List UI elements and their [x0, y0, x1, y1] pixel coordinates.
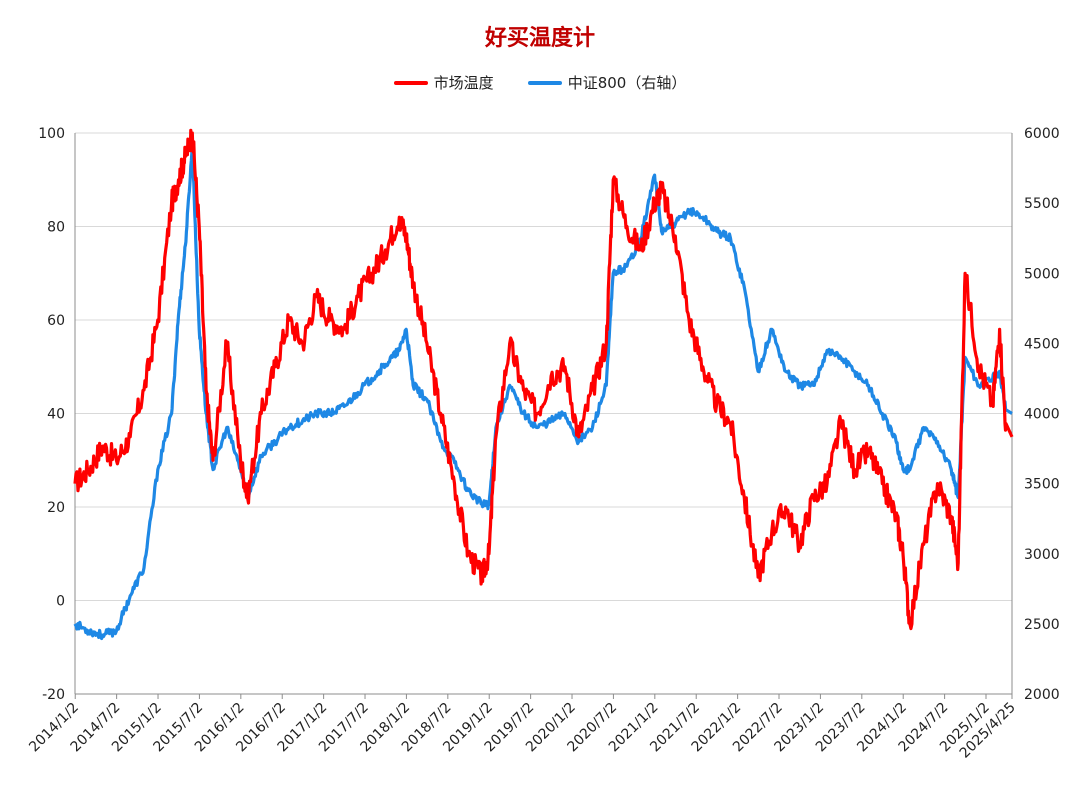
y-right-tick-label: 4500	[1024, 336, 1060, 352]
y-right-tick-label: 3500	[1024, 477, 1060, 493]
y-left-tick-label: 60	[47, 313, 65, 329]
series-line-temperature	[73, 128, 1014, 631]
legend-item-csi800: 中证800（右轴）	[527, 72, 687, 93]
y-right-tick-label: 5500	[1024, 196, 1060, 212]
legend-label-csi800: 中证800（右轴）	[567, 74, 687, 92]
legend-swatch-csi800	[527, 80, 562, 85]
y-right-tick-label: 3000	[1024, 547, 1060, 563]
y-left-tick-label: 20	[47, 500, 65, 516]
y-left-tick-label: 0	[56, 594, 65, 610]
y-right-tick-label: 6000	[1024, 126, 1060, 142]
legend: 市场温度 中证800（右轴）	[0, 72, 1080, 93]
chart-title: 好买温度计	[484, 26, 595, 51]
legend-item-temperature: 市场温度	[393, 72, 494, 93]
legend-label-temperature: 市场温度	[433, 74, 494, 92]
series-line-csi800	[73, 145, 1013, 641]
legend-swatch-temperature	[393, 80, 428, 85]
y-left-tick-label: 80	[47, 220, 65, 236]
y-right-tick-label: 5000	[1024, 266, 1060, 282]
y-right-tick-label: 2000	[1024, 687, 1060, 703]
y-right-tick-label: 4000	[1024, 407, 1060, 423]
y-right-tick-label: 2500	[1024, 617, 1060, 633]
y-left-tick-label: -20	[42, 687, 65, 703]
y-left-tick-label: 40	[47, 407, 65, 423]
y-left-tick-label: 100	[38, 126, 65, 142]
